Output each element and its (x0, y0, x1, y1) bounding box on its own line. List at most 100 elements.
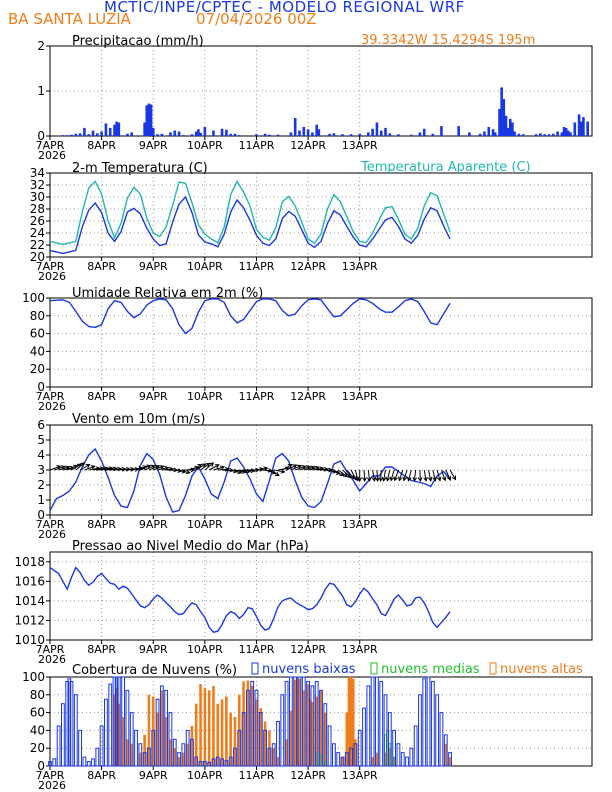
x-tick-label: 7APR (36, 518, 65, 531)
cloud-bar-high (220, 699, 224, 766)
wind-barb (423, 469, 427, 481)
x-tick-label: 13APR (342, 390, 378, 403)
wind-barb-head (451, 475, 456, 481)
x-tick-label: 13APR (342, 260, 378, 273)
year-label: 2026 (38, 528, 66, 541)
cloud-bar-low (177, 752, 181, 767)
y-tick-label: 2 (37, 478, 45, 492)
wind-barb (239, 469, 251, 473)
wind-barb-head (250, 468, 256, 474)
x-tick-label: 10APR (187, 390, 223, 403)
cloud-bar-high (160, 690, 164, 766)
y-tick-label: 2 (37, 39, 45, 53)
wind-barb-head (296, 464, 302, 470)
cloud-bar-low (116, 676, 121, 767)
wind-barb-head (381, 476, 387, 482)
precip-bar (117, 122, 121, 136)
x-tick-label: 8APR (87, 643, 116, 656)
cloud-bar-high (151, 696, 155, 766)
cloud-bar-high (308, 699, 312, 766)
cloud-bar-low (78, 729, 83, 767)
wind-barb (363, 469, 366, 482)
precip-bar (145, 105, 149, 136)
precip-bar (468, 132, 471, 136)
wind-barb-head (357, 477, 363, 483)
wind-barb (191, 464, 202, 471)
wind-barb (440, 469, 446, 481)
cloud-bar-high (315, 696, 318, 766)
wind-barb (256, 467, 268, 471)
precip-bar (367, 132, 370, 136)
precip-bar (276, 134, 280, 136)
cloud-bar-low (125, 689, 130, 767)
cloud-bar-high (388, 748, 392, 766)
cloud-bar-low (362, 707, 366, 767)
cloud-bar-high (186, 743, 189, 766)
precip-bar (573, 122, 577, 136)
x-tick-label: 9APR (139, 518, 168, 531)
precip-bar (293, 118, 297, 136)
precip-bar (379, 130, 383, 136)
wind-barb-head (219, 465, 225, 471)
y-tick-label: 40 (30, 723, 45, 737)
precip-bar (457, 126, 460, 136)
cloud-bar-low (288, 676, 293, 767)
cloud-bar-low (426, 676, 431, 767)
wind-barb (428, 469, 432, 481)
wind-barb (161, 468, 173, 471)
panel-rh: 0 20 40 60 80 100 7APR 8APR 9APR 10APR 11APR 12APR 1… (22, 286, 593, 413)
precip-bar (229, 133, 232, 136)
cloud-bar-low (220, 758, 224, 767)
wind-barb-head (323, 466, 329, 472)
precip-bar (431, 133, 435, 136)
cloud-bar-low (263, 729, 267, 767)
coords-label: 39.3342W 15.4294S 195m (361, 33, 535, 48)
cloud-bar-low (276, 721, 280, 767)
panel-frame (49, 45, 593, 137)
precip-bar (511, 122, 514, 136)
wind-barb-head (185, 469, 191, 475)
precip-bar (130, 132, 134, 136)
precip-bar (87, 134, 91, 136)
x-tick-label: 10APR (187, 769, 223, 782)
y-tick-label: 80 (30, 309, 45, 323)
wind-barb (144, 465, 155, 471)
precip-bar (126, 133, 129, 136)
wind-barb (84, 465, 95, 471)
cloud-bar-low (233, 747, 237, 767)
year-label: 2026 (38, 779, 66, 792)
cloud-bar-low (129, 712, 134, 767)
wind-barb-head (412, 477, 418, 482)
cloud-bar-high (250, 685, 254, 766)
wind-barb (436, 469, 441, 481)
precip-bar (78, 133, 82, 136)
precip-bar (500, 87, 503, 136)
precip-bar (91, 130, 95, 136)
cloud-bar-low (370, 676, 375, 767)
cloud-bar-high (347, 677, 351, 766)
precip-bar (539, 133, 542, 136)
x-tick-label: 11APR (239, 139, 275, 152)
wind-barb (312, 467, 324, 471)
cloud-bar-low (344, 752, 349, 767)
wind-barb (92, 467, 104, 471)
wind-barb (282, 464, 293, 471)
precip-bar (358, 133, 362, 136)
precip-bar (483, 131, 486, 136)
precip-bar (83, 127, 86, 136)
wind-barb (449, 469, 456, 480)
precip-bar (100, 131, 103, 136)
series-line-temperatura-aparente-c- (49, 179, 451, 246)
cloud-bar-high (392, 757, 396, 766)
cloud-bar-high (354, 739, 357, 766)
cloud-bar-high (147, 694, 151, 766)
cloud-bar-low (56, 725, 61, 767)
panel-title: Pressao ao Nivel Medio do Mar (hPa) (72, 539, 309, 554)
wind-barb-head (366, 477, 372, 482)
wind-barb-head (146, 464, 152, 469)
precip-bar (237, 135, 241, 136)
wind-barb (380, 469, 382, 482)
precip-bar (104, 123, 108, 136)
wind-barb (413, 469, 417, 481)
